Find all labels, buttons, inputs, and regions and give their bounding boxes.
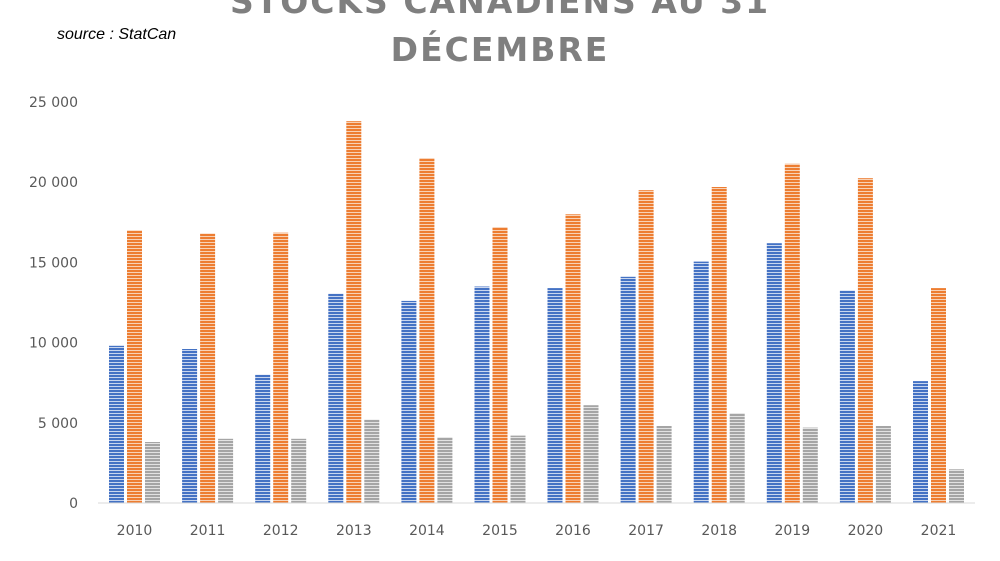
bar-series2-2015: [492, 227, 508, 503]
bar-series3-2013: [364, 419, 380, 503]
x-tick-label: 2017: [628, 523, 664, 539]
bar-series3-2015: [510, 435, 526, 503]
bar-series3-2011: [218, 438, 234, 503]
x-tick-label: 2010: [117, 523, 153, 539]
bar-series2-2011: [200, 233, 216, 503]
source-annotation: source : StatCan: [57, 26, 177, 43]
bar-series1-2013: [328, 293, 344, 503]
bar-series3-2020: [875, 426, 891, 503]
bar-series2-2017: [638, 190, 654, 503]
bar-series2-2010: [127, 230, 142, 504]
bar-series1-2018: [693, 261, 709, 503]
x-tick-label: 2016: [555, 523, 591, 539]
x-tick-label: 2020: [848, 523, 884, 539]
bar-series2-2019: [784, 163, 800, 504]
bar-series3-2010: [145, 442, 160, 503]
bar-series2-2014: [419, 158, 435, 503]
y-tick-label: 25 000: [29, 95, 78, 111]
bar-series1-2014: [401, 300, 417, 503]
bar-series3-2016: [583, 405, 599, 503]
bar-series2-2016: [565, 214, 581, 504]
x-tick-label: 2019: [774, 523, 810, 539]
y-tick-label: 15 000: [29, 255, 78, 271]
x-tick-label: 2011: [190, 523, 226, 539]
bars-group: [109, 121, 964, 504]
bar-series1-2010: [109, 345, 124, 503]
x-tick-label: 2012: [263, 523, 299, 539]
bar-series1-2017: [620, 276, 636, 503]
bar-series1-2019: [766, 243, 782, 503]
y-tick-label: 5 000: [38, 416, 78, 432]
bar-series1-2016: [547, 288, 563, 503]
bar-series2-2021: [931, 288, 946, 503]
bar-series3-2019: [802, 427, 818, 503]
bar-series2-2020: [857, 178, 873, 503]
x-tick-label: 2018: [701, 523, 737, 539]
bar-series3-2018: [729, 413, 745, 503]
chart-title-line1: STOCKS CANADIENS AU 31: [229, 0, 771, 21]
bar-series1-2011: [182, 349, 198, 503]
bar-series1-2012: [255, 374, 271, 503]
x-tick-label: 2015: [482, 523, 518, 539]
bar-series1-2021: [913, 381, 928, 503]
bar-series2-2018: [711, 187, 727, 503]
bar-series3-2012: [291, 438, 307, 503]
x-axis-ticks: 2010 2011 2012 2013 2014 2015 2016 2017 2018 2019…: [117, 523, 957, 539]
y-tick-label: 0: [69, 496, 78, 512]
x-tick-label: 2021: [921, 523, 957, 539]
y-axis-ticks: 0 5 000 10 000 15 000 20 000 25 000: [29, 95, 78, 512]
bar-series2-2013: [346, 121, 362, 503]
bar-series1-2015: [474, 286, 490, 503]
x-tick-label: 2013: [336, 523, 372, 539]
bar-series3-2017: [656, 426, 672, 503]
chart-title-line2: DÉCEMBRE: [390, 30, 610, 69]
bar-series1-2020: [839, 290, 855, 503]
y-tick-label: 20 000: [29, 175, 78, 191]
bar-series3-2021: [949, 469, 964, 503]
bar-series2-2012: [273, 232, 289, 503]
x-tick-label: 2014: [409, 523, 445, 539]
y-tick-label: 10 000: [29, 336, 78, 352]
bar-series3-2014: [437, 437, 453, 503]
